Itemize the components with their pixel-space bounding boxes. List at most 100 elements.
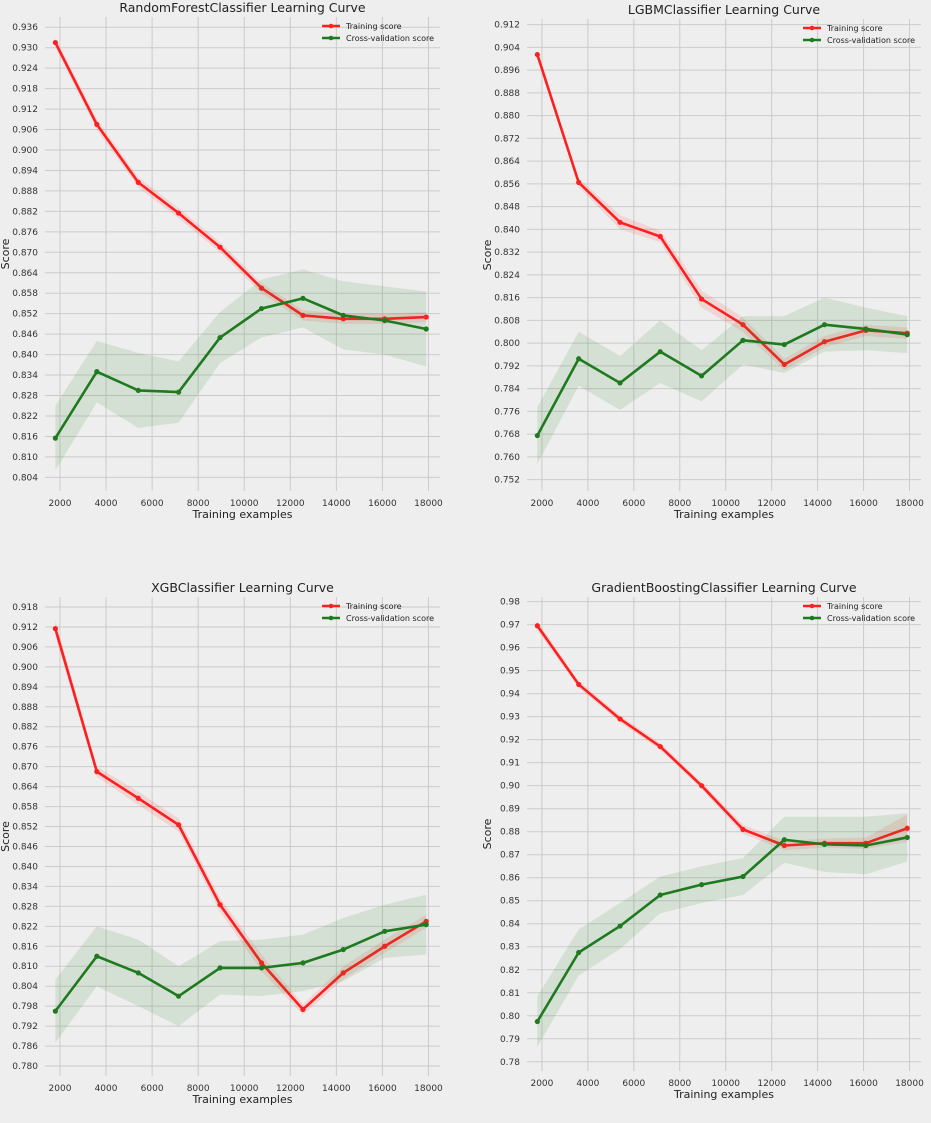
y-tick-label: 0.81 [500,989,520,999]
x-axis-label: Training examples [192,1093,293,1106]
x-tick-label: 4000 [576,1079,599,1089]
data-point [135,795,141,801]
data-point [94,121,100,128]
legend-label: Cross-validation score [346,34,434,43]
data-point [657,233,663,240]
data-point [340,946,346,953]
legend-label: Training score [345,602,402,611]
x-tick-label: 10000 [711,1079,740,1089]
x-tick-label: 12000 [276,1084,305,1094]
chart-title: LGBMClassifier Learning Curve [628,2,820,17]
y-tick-label: 0.776 [494,407,520,417]
data-point [382,943,388,949]
data-point [423,326,429,332]
data-point [258,285,265,291]
x-tick-label: 14000 [803,1079,832,1089]
y-tick-label: 0.86 [500,874,520,884]
data-point [740,337,746,343]
y-tick-label: 0.846 [12,330,38,340]
std-band [537,813,908,1047]
data-point [576,681,582,688]
y-tick-label: 0.858 [12,803,38,813]
y-tick-label: 0.82 [500,966,520,976]
x-tick-label: 6000 [622,499,645,509]
x-tick-label: 4000 [95,499,118,509]
y-tick-label: 0.85 [500,897,520,907]
y-tick-label: 0.900 [12,146,38,156]
y-tick-label: 0.848 [494,203,520,213]
legend-marker [809,25,815,31]
y-tick-label: 0.804 [12,473,38,483]
y-tick-label: 0.888 [494,89,520,99]
x-tick-label: 4000 [95,1084,118,1094]
y-tick-label: 0.91 [500,759,520,769]
y-tick-label: 0.786 [12,1042,38,1052]
data-point [175,822,182,828]
data-point [657,743,663,750]
grid [45,597,440,1076]
x-axis-label: Training examples [192,508,293,521]
y-tick-label: 0.79 [500,1035,520,1045]
data-point [258,965,265,971]
y-tick-label: 0.824 [494,271,520,281]
y-tick-label: 0.800 [494,339,520,349]
y-tick-label: 0.876 [12,228,38,238]
y-tick-label: 0.864 [494,157,520,167]
y-tick-label: 0.918 [12,603,38,613]
data-point [52,39,58,46]
y-tick-label: 0.95 [500,667,520,677]
data-point [175,389,182,395]
y-tick-label: 0.816 [494,294,520,304]
y-tick-label: 0.930 [12,44,38,54]
data-point [382,317,388,324]
data-point [863,326,869,332]
data-point [94,769,100,775]
x-tick-label: 16000 [368,1084,397,1094]
data-point [135,387,141,394]
y-tick-label: 0.780 [12,1062,38,1072]
x-tick-label: 16000 [849,1079,878,1089]
legend-marker [809,603,815,609]
y-tick-label: 0.828 [12,902,38,912]
data-point [781,341,787,348]
std-band [537,50,908,371]
legend-marker [809,615,815,621]
plot-area [527,19,921,491]
data-point [300,312,306,318]
chart-title: GradientBoostingClassifier Learning Curv… [591,580,856,595]
y-tick-label: 0.90 [500,782,520,792]
data-point [340,970,346,976]
x-tick-label: 8000 [668,499,691,509]
legend: Training score Cross-validation score [322,22,434,43]
data-point [94,369,100,375]
series-cross-validation [52,269,429,471]
data-point [382,928,388,934]
y-tick-label: 0.822 [12,412,38,422]
data-point [217,334,223,341]
data-point [904,332,910,338]
y-tick-label: 0.856 [494,180,520,190]
y-tick-label: 0.828 [12,392,38,402]
x-tick-label: 6000 [141,499,164,509]
x-tick-label: 16000 [368,499,397,509]
plot-area [45,597,440,1076]
data-point [300,295,306,301]
y-tick-label: 0.810 [12,962,38,972]
std-band [55,269,427,471]
data-point [576,949,582,956]
y-tick-label: 0.864 [12,783,38,793]
data-point [781,837,787,843]
data-point [534,623,540,629]
x-tick-label: 2000 [530,1079,553,1089]
x-tick-label: 18000 [895,1079,924,1089]
data-point [781,361,787,368]
plot-area [45,17,440,491]
y-tick-label: 0.858 [12,289,38,299]
legend-marker [328,23,334,29]
y-tick-label: 0.93 [500,713,520,723]
x-tick-label: 12000 [757,499,786,509]
data-point [617,923,623,929]
y-axis-label: Score [0,238,12,269]
y-tick-label: 0.810 [12,453,38,463]
y-tick-label: 0.784 [494,385,520,395]
